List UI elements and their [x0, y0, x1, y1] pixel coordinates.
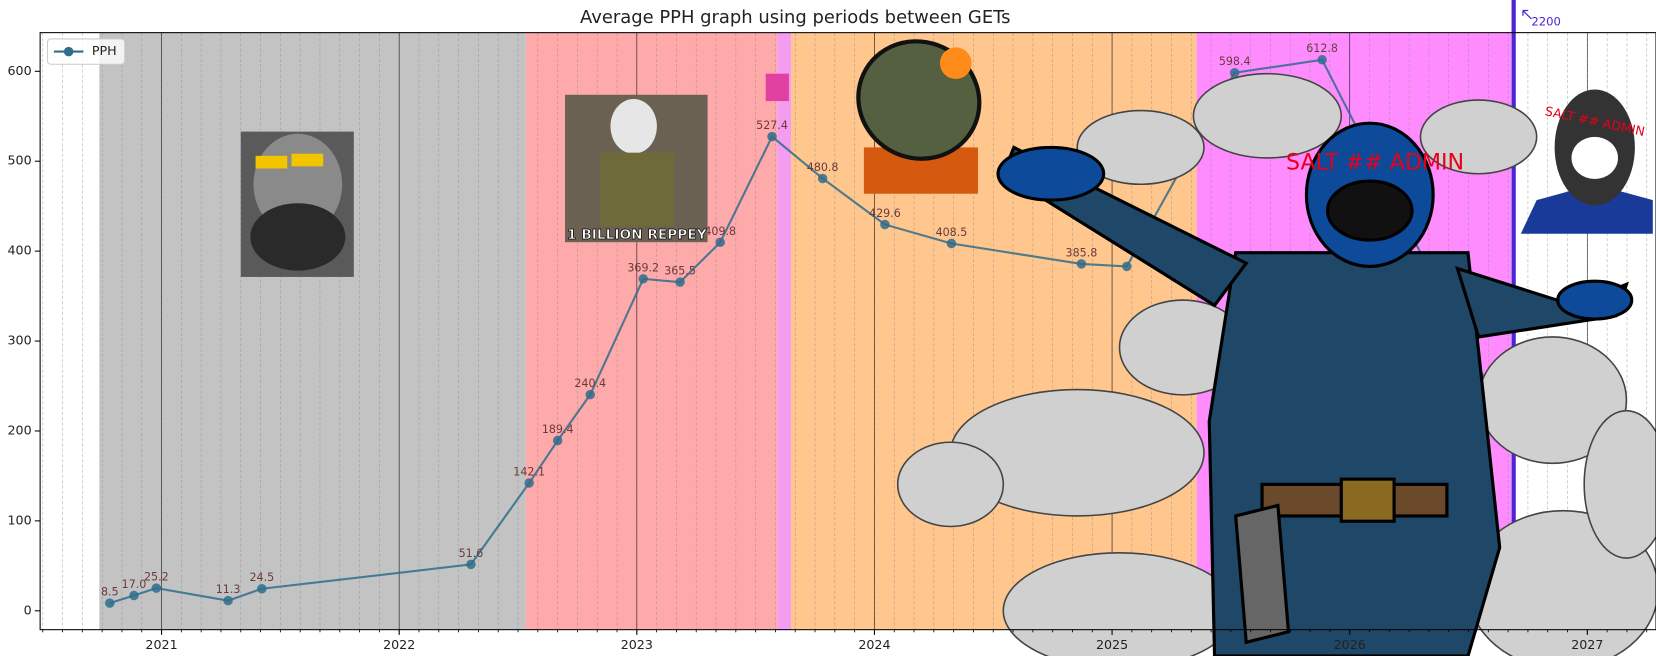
data-label: 8.5 — [101, 586, 119, 599]
x-tick-label: 2027 — [1571, 637, 1603, 652]
data-label: 429.6 — [869, 207, 901, 220]
data-label: 612.8 — [1306, 42, 1338, 55]
axes-layer: 2021 2022 2023 2024 2025 2026 2027 0 100 200 300 40… — [8, 9, 1656, 652]
wojak-gray — [240, 131, 354, 277]
data-point — [585, 389, 595, 400]
data-label: 24.5 — [250, 571, 275, 584]
y-tick-label: 300 — [8, 333, 32, 348]
data-point — [1122, 261, 1132, 272]
data-point — [1317, 55, 1327, 65]
legend-box — [46, 38, 126, 65]
data-point — [1076, 259, 1087, 269]
data-label: 369.2 — [627, 261, 659, 274]
legend-marker — [63, 46, 74, 57]
x-tick-label: 2025 — [1096, 637, 1128, 652]
data-label: 385.8 — [1066, 246, 1098, 259]
helmet-picture — [856, 39, 982, 194]
y-tick-label: 500 — [8, 153, 32, 168]
data-point — [675, 277, 685, 287]
data-label: 189.4 — [542, 423, 574, 436]
soldier — [996, 121, 1634, 656]
data-label: 11.3 — [216, 583, 241, 596]
annotation-arrow — [1522, 9, 1532, 20]
data-point — [466, 559, 476, 570]
data-point — [946, 238, 957, 249]
small-icon — [765, 73, 789, 102]
x-tick-label: 2021 — [145, 637, 177, 652]
data-point — [223, 595, 233, 606]
x-tick-label: 2026 — [1334, 637, 1366, 652]
y-tick-label: 200 — [8, 422, 32, 437]
period-span — [777, 32, 792, 630]
chart-title: Average PPH graph using periods between … — [580, 7, 1010, 28]
clouds — [896, 72, 1656, 656]
y-tick-label: 400 — [8, 243, 32, 258]
data-label: 17.0 — [122, 578, 147, 591]
data-label: 51.6 — [459, 547, 484, 560]
data-label: 527.4 — [756, 119, 788, 132]
annotation: 2200 — [1531, 15, 1561, 29]
data-point — [151, 583, 162, 593]
general-picture: 1 BILLION REPPEY — [565, 94, 708, 243]
legend-label: PPH — [92, 43, 117, 58]
data-point — [129, 590, 139, 601]
y-tick-label: 600 — [8, 63, 32, 78]
data-point — [880, 219, 890, 230]
data-label: 142.1 — [513, 466, 545, 479]
picture-caption: 1 BILLION REPPEY — [567, 227, 708, 243]
data-point — [715, 237, 725, 248]
data-point — [767, 131, 777, 142]
data-label: 409.8 — [704, 225, 736, 238]
data-point — [1229, 68, 1240, 78]
data-point — [257, 584, 267, 594]
data-label: 25.2 — [144, 571, 169, 584]
x-tick-label: 2022 — [383, 637, 415, 652]
data-label: 365.5 — [664, 265, 696, 278]
data-label: 240.4 — [574, 377, 606, 390]
x-tick-label: 2023 — [621, 637, 653, 652]
data-label: 480.8 — [807, 161, 839, 174]
data-label: 408.5 — [936, 226, 968, 239]
data-point — [105, 598, 115, 608]
data-point — [817, 173, 828, 184]
data-point — [638, 274, 648, 284]
picture-caption: SALT ## ADMIN — [1286, 150, 1464, 176]
picture-overlays: 1 BILLION REPPEY — [240, 39, 1656, 656]
y-tick-label: 100 — [8, 512, 32, 527]
x-tick-label: 2024 — [858, 637, 890, 652]
data-label: 598.4 — [1219, 55, 1251, 68]
wojak-right — [1520, 89, 1653, 234]
y-tick-label: 0 — [24, 602, 32, 617]
data-point — [524, 478, 534, 488]
data-point — [552, 435, 563, 446]
data-layer: 8.517.025.2 11.3 24.5 51.6 142.1 189.4 240.4 36… — [101, 0, 1516, 630]
period-span — [99, 32, 526, 630]
